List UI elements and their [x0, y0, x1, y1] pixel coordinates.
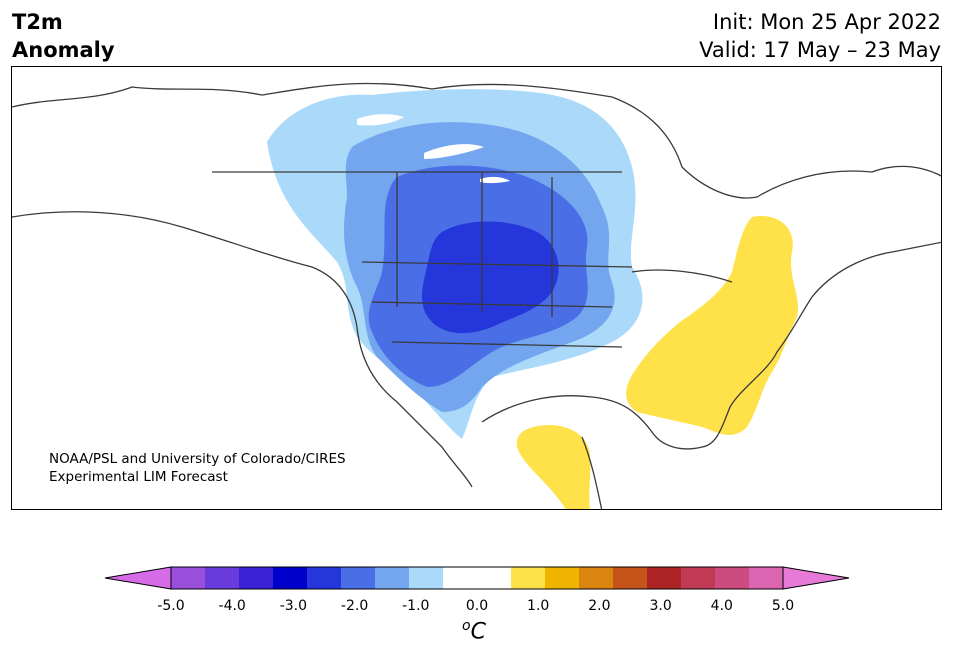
anomaly-map [11, 66, 942, 510]
colorbar-segment [375, 567, 410, 589]
colorbar-extend-low [104, 566, 172, 590]
colorbar-tick-label: -2.0 [340, 598, 369, 614]
colorbar-segment [273, 567, 308, 589]
forecast-dates: Init: Mon 25 Apr 2022 Valid: 17 May – 23… [699, 8, 941, 64]
warm-anomaly-east [626, 216, 799, 435]
colorbar-segment [409, 567, 444, 589]
credit-line-1: NOAA/PSL and University of Colorado/CIRE… [49, 451, 346, 467]
colorbar-segment [341, 567, 376, 589]
colorbar-tick-label: -4.0 [218, 598, 246, 614]
lake-shape [480, 176, 510, 184]
colorbar-tick-label: 1.0 [527, 598, 550, 614]
init-date: Init: Mon 25 Apr 2022 [712, 10, 941, 34]
colorbar-segment [171, 567, 206, 589]
credit-text: NOAA/PSL and University of Colorado/CIRE… [49, 450, 346, 486]
colorbar-segment [579, 567, 614, 589]
colorbar-outline [170, 566, 784, 590]
coastlines [12, 82, 941, 509]
variable-label: T2m [12, 10, 63, 34]
lake-shape [424, 144, 484, 159]
colorbar-segment [239, 567, 274, 589]
colorbar-tick-label: 3.0 [649, 598, 672, 614]
colorbar-tick-label: 4.0 [710, 598, 733, 614]
colorbar-tick-label: 5.0 [771, 598, 795, 614]
unit-label: C [470, 619, 486, 645]
warm-anomaly-mexico [516, 425, 591, 509]
colorbar-tick-label: 2.0 [588, 598, 611, 614]
colorbar-segment [613, 567, 648, 589]
colorbar-extend-high [782, 566, 850, 590]
valid-date: Valid: 17 May – 23 May [699, 38, 941, 62]
map-canvas [12, 82, 941, 509]
colorbar [104, 566, 850, 590]
colorbar-tick-label: 0.0 [465, 598, 489, 614]
unit-superscript: o [462, 618, 471, 634]
map-title: T2m Anomaly [12, 8, 115, 64]
colorbar-segment [307, 567, 342, 589]
colorbar-unit: oC [462, 618, 486, 644]
colorbar-segment [715, 567, 750, 589]
colorbar-tick-label: -3.0 [279, 598, 308, 614]
colorbar-segment [647, 567, 682, 589]
lake-shape [357, 114, 404, 126]
colorbar-segment [749, 567, 784, 589]
anomaly-label: Anomaly [12, 38, 115, 62]
colorbar-segment [681, 567, 716, 589]
colorbar-segment [443, 567, 478, 589]
credit-line-2: Experimental LIM Forecast [49, 469, 228, 485]
colorbar-segment [511, 567, 546, 589]
colorbar-segment [477, 567, 512, 589]
colorbar-tick-label: -1.0 [402, 598, 430, 614]
colorbar-tick-label: -5.0 [157, 598, 185, 614]
colorbar-segment [545, 567, 580, 589]
colorbar-segment [205, 567, 240, 589]
